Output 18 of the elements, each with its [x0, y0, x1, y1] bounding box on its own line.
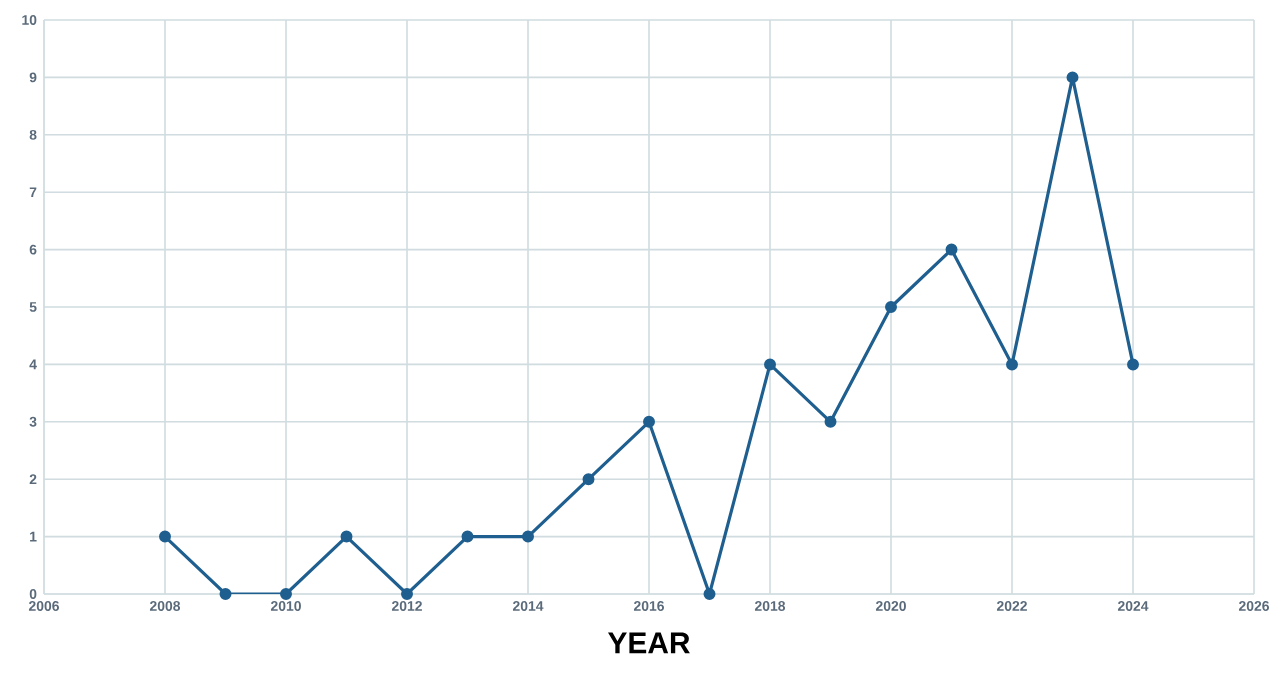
point [945, 243, 958, 256]
point [703, 588, 716, 600]
point [159, 530, 171, 543]
point [1066, 71, 1079, 84]
point [824, 415, 837, 428]
point [219, 588, 232, 600]
point [643, 415, 655, 428]
point [461, 530, 474, 543]
point [1006, 358, 1018, 371]
point [340, 530, 353, 543]
point [885, 301, 897, 313]
point [582, 473, 595, 486]
point [280, 588, 292, 600]
point [1127, 358, 1139, 371]
point [401, 588, 413, 600]
x-axis-title: YEAR [607, 632, 690, 654]
point [764, 358, 776, 371]
point [522, 530, 534, 543]
